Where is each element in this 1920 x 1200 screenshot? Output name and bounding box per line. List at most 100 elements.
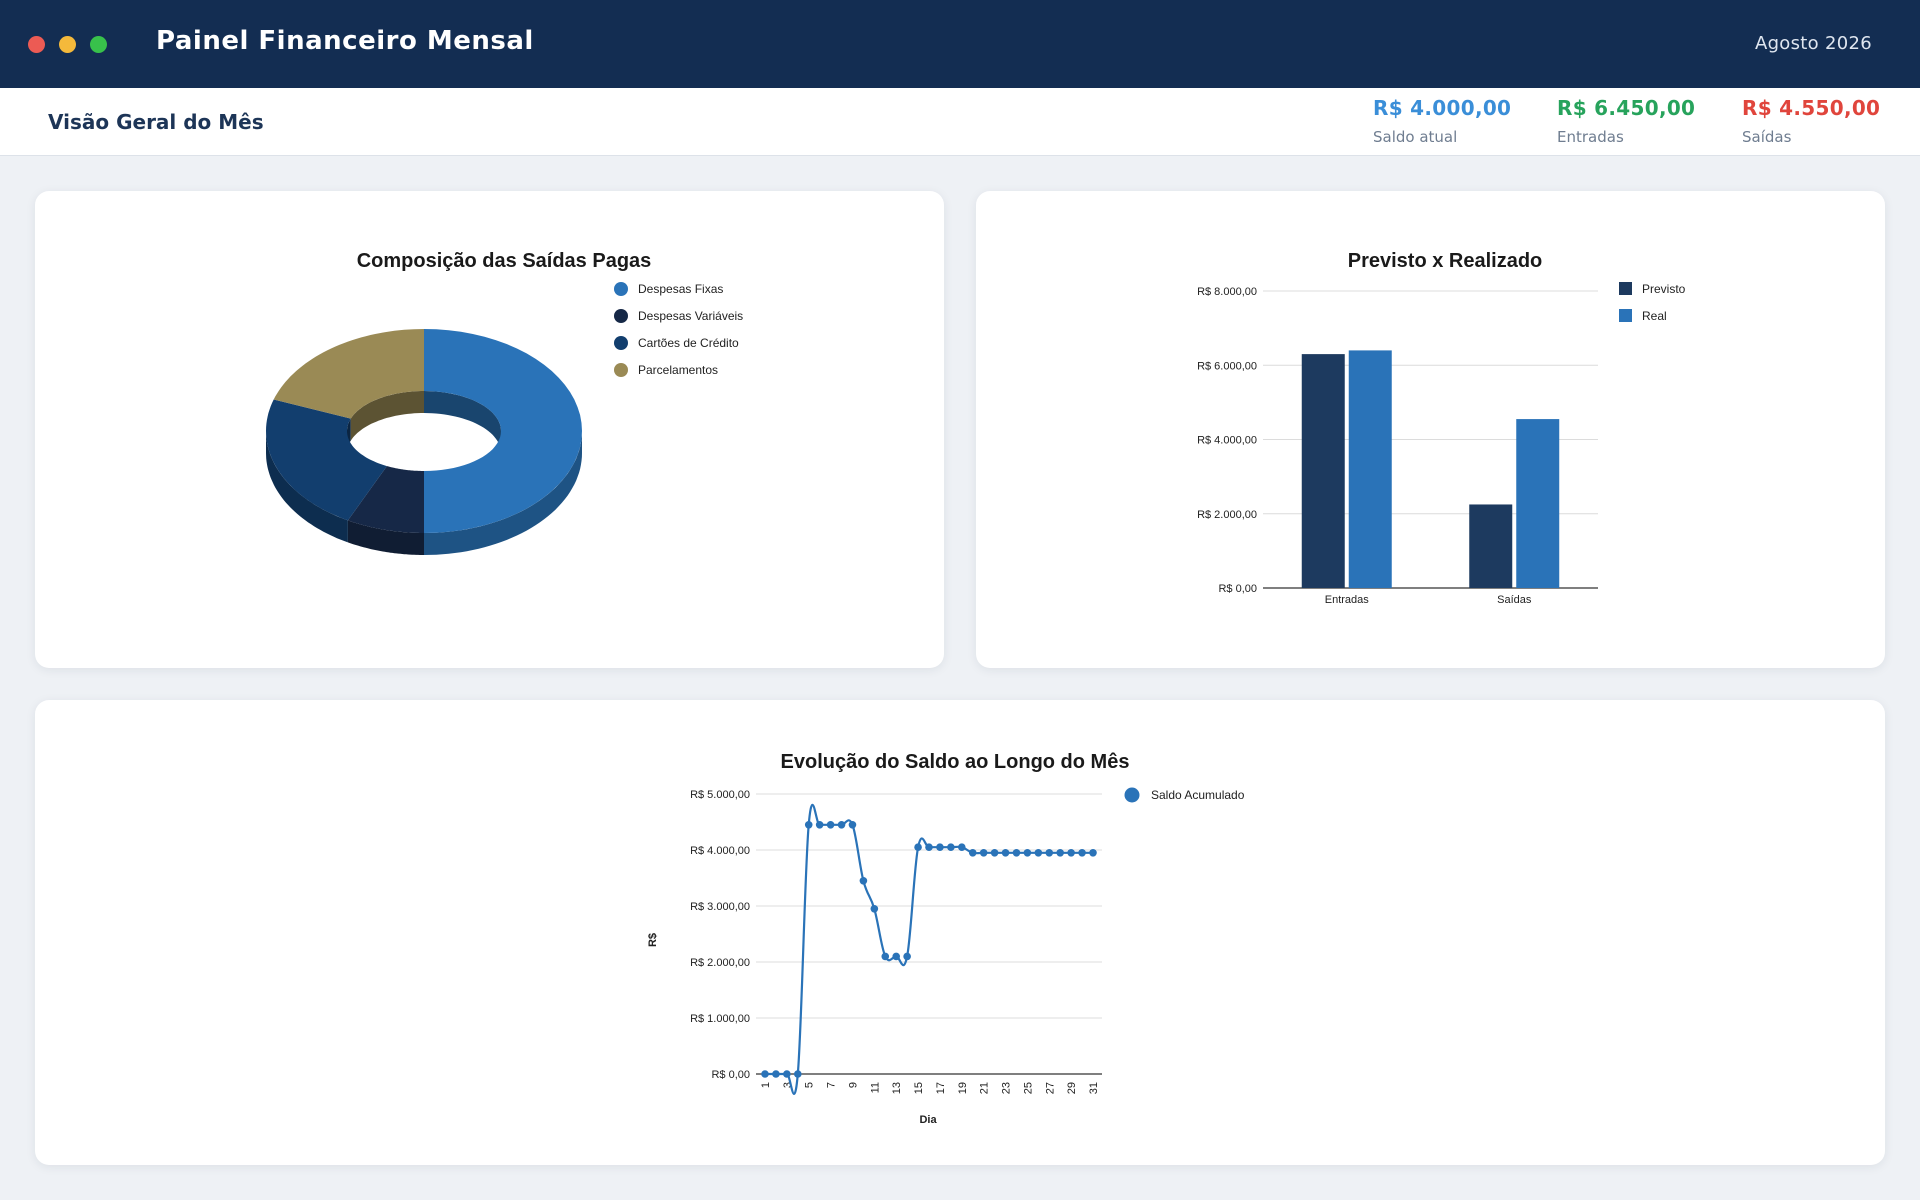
x-tick-label: 31 — [1088, 1082, 1100, 1094]
y-tick-label: R$ 5.000,00 — [690, 789, 750, 801]
data-point-day-8[interactable] — [837, 821, 846, 829]
donut-inner-wall — [350, 391, 424, 441]
data-point-day-21[interactable] — [979, 849, 988, 857]
legend-entry: Cartões de Crédito — [638, 336, 739, 350]
legend-entry: Saldo Acumulado — [1151, 788, 1245, 802]
summary-bar: Visão Geral do Mês R$ 4.000,00 Saldo atu… — [0, 88, 1920, 156]
data-point-day-2[interactable] — [772, 1070, 780, 1078]
bar-previsto-saídas[interactable] — [1469, 504, 1513, 588]
legend-swatch — [614, 363, 628, 377]
data-point-day-13[interactable] — [892, 952, 900, 961]
forecast-vs-actual-card: Previsto x Realizado R$ 0,00 R$ 2.000,00 R… — [976, 191, 1885, 668]
data-point-day-17[interactable] — [936, 843, 944, 851]
legend-swatch — [1124, 787, 1140, 803]
bar-real-saídas[interactable] — [1516, 419, 1560, 588]
data-point-day-15[interactable] — [914, 843, 922, 851]
data-point-day-12[interactable] — [881, 952, 890, 961]
kpi-value: R$ 4.550,00 — [1742, 96, 1881, 120]
x-tick-label: 9 — [847, 1082, 859, 1088]
data-point-day-11[interactable] — [870, 905, 879, 913]
y-tick-label: R$ 8.000,00 — [1197, 286, 1257, 298]
y-axis-label: R$ — [647, 933, 659, 947]
bar-previsto-entradas[interactable] — [1301, 354, 1345, 588]
data-point-day-7[interactable] — [826, 821, 835, 829]
chart-title: Previsto x Realizado — [1348, 250, 1543, 272]
kpi-label: Saldo atual — [1373, 128, 1458, 146]
x-tick-label: Entradas — [1325, 594, 1370, 606]
x-tick-label: 21 — [979, 1082, 991, 1094]
y-tick-label: R$ 0,00 — [1218, 583, 1257, 595]
window-maximize-button[interactable] — [90, 36, 107, 53]
data-point-day-26[interactable] — [1034, 849, 1043, 857]
kpi-entradas: R$ 6.450,00 Entradas — [1557, 96, 1695, 146]
legend-swatch — [614, 309, 628, 323]
data-point-day-1[interactable] — [761, 1070, 769, 1078]
x-tick-label: 3 — [782, 1082, 794, 1088]
donut-slice-despesas-fixas[interactable] — [424, 329, 582, 533]
y-tick-label: R$ 2.000,00 — [690, 957, 750, 969]
donut-slice-despesas-vari-veis[interactable] — [347, 466, 424, 533]
window-close-button[interactable] — [28, 36, 45, 53]
data-point-day-10[interactable] — [859, 877, 868, 885]
kpi-saldo-atual: R$ 4.000,00 Saldo atual — [1373, 96, 1511, 146]
legend-entry: Despesas Fixas — [638, 282, 723, 296]
data-point-day-23[interactable] — [1001, 849, 1010, 857]
data-point-day-4[interactable] — [794, 1070, 802, 1078]
data-point-day-9[interactable] — [848, 821, 857, 829]
title-bar: Painel Financeiro Mensal Agosto 2026 — [0, 0, 1920, 88]
legend-entry: Real — [1642, 309, 1667, 323]
x-tick-label: 17 — [935, 1082, 947, 1094]
y-tick-label: R$ 6.000,00 — [1197, 360, 1257, 372]
donut-slice-cart-es-de-cr-dito[interactable] — [266, 399, 387, 521]
kpi-label: Entradas — [1557, 128, 1624, 146]
donut-inner-wall — [424, 391, 501, 453]
data-point-day-6[interactable] — [815, 821, 824, 829]
x-tick-label: 11 — [869, 1082, 881, 1093]
app-title: Painel Financeiro Mensal — [156, 26, 534, 56]
data-point-day-31[interactable] — [1089, 849, 1097, 857]
data-point-day-30[interactable] — [1078, 849, 1086, 857]
x-tick-label: 27 — [1044, 1082, 1056, 1094]
data-point-day-5[interactable] — [804, 821, 813, 829]
donut-side-cart-es-de-cr-dito — [266, 431, 348, 543]
y-tick-label: R$ 2.000,00 — [1197, 509, 1257, 521]
donut-side-despesas-vari-veis — [347, 520, 424, 555]
data-point-day-20[interactable] — [968, 849, 977, 857]
donut-slice-parcelamentos[interactable] — [273, 329, 424, 419]
data-point-day-24[interactable] — [1012, 849, 1021, 857]
window-minimize-button[interactable] — [59, 36, 76, 53]
x-tick-label: 1 — [760, 1082, 772, 1088]
data-point-day-22[interactable] — [990, 849, 999, 857]
legend-entry: Parcelamentos — [638, 363, 718, 377]
balance-evolution-card: Evolução do Saldo ao Longo do Mês Dia R$… — [35, 700, 1885, 1165]
data-point-day-14[interactable] — [903, 952, 911, 961]
data-point-day-25[interactable] — [1023, 849, 1032, 857]
bar-real-entradas[interactable] — [1348, 350, 1392, 588]
balance-evolution-line-chart: Evolução do Saldo ao Longo do Mês Dia R$… — [647, 751, 1245, 1126]
x-axis-label: Dia — [919, 1114, 937, 1126]
x-tick-label: 15 — [913, 1082, 925, 1094]
x-tick-label: 13 — [891, 1082, 903, 1094]
x-tick-label: 23 — [1001, 1082, 1013, 1094]
data-point-day-3[interactable] — [783, 1070, 791, 1078]
legend-swatch — [614, 336, 628, 350]
legend-swatch — [1619, 309, 1632, 322]
legend-entry: Despesas Variáveis — [638, 309, 743, 323]
data-point-day-29[interactable] — [1067, 849, 1075, 857]
x-tick-label: 19 — [957, 1082, 969, 1094]
kpi-value: R$ 4.000,00 — [1373, 96, 1512, 120]
data-point-day-16[interactable] — [925, 843, 933, 851]
kpi-saidas: R$ 4.550,00 Saídas — [1742, 96, 1880, 146]
y-tick-label: R$ 3.000,00 — [690, 901, 750, 913]
x-tick-label: 25 — [1022, 1082, 1034, 1094]
chart-title: Composição das Saídas Pagas — [357, 250, 652, 272]
data-point-day-28[interactable] — [1056, 849, 1064, 857]
x-tick-label: 5 — [804, 1082, 816, 1088]
legend-entry: Previsto — [1642, 282, 1686, 296]
y-tick-label: R$ 4.000,00 — [690, 845, 750, 857]
kpi-value: R$ 6.450,00 — [1557, 96, 1696, 120]
y-tick-label: R$ 4.000,00 — [1197, 435, 1257, 447]
data-point-day-19[interactable] — [958, 843, 966, 851]
data-point-day-18[interactable] — [947, 843, 955, 851]
data-point-day-27[interactable] — [1045, 849, 1054, 857]
